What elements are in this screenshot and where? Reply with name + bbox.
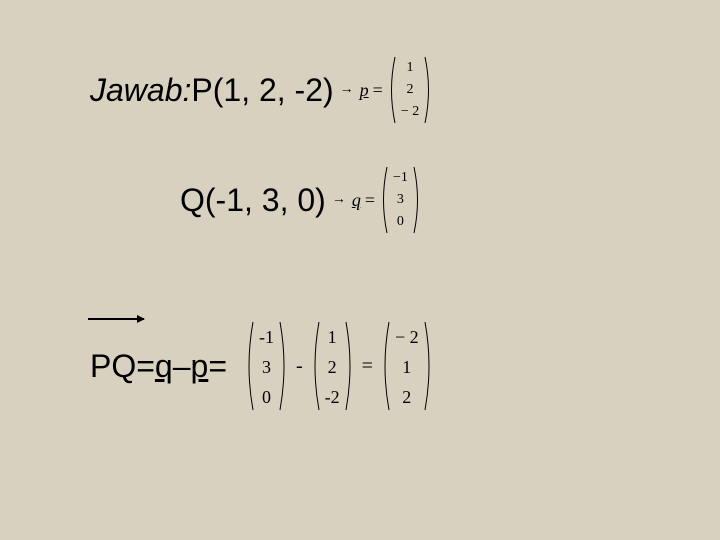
line-1: Jawab: P(1, 2, -2) → p = 1 2 − 2 — [90, 55, 433, 125]
vec-q-1: 3 — [397, 190, 404, 210]
vec-p-1: 2 — [407, 80, 414, 100]
op-eq: = — [362, 355, 373, 378]
pq-p-0: 1 — [328, 322, 337, 352]
eq-1: = — [373, 80, 383, 101]
pq-p-1: 2 — [328, 352, 337, 382]
minus-text: – — [173, 348, 191, 385]
pq-vec-p: 1 2 -2 — [311, 320, 354, 412]
var-p: p — [360, 80, 369, 101]
p-underline: p — [191, 348, 209, 385]
vec-q-0: −1 — [393, 168, 408, 188]
arrow-1: → — [340, 82, 354, 98]
vec-p-2: − 2 — [401, 102, 419, 122]
pq-r-0: − 2 — [395, 322, 419, 352]
line-2: Q(-1, 3, 0) → q = −1 3 0 — [180, 165, 422, 235]
vec-p-0: 1 — [407, 58, 414, 78]
vector-q: −1 3 0 — [379, 165, 422, 235]
pq-q-1: 3 — [262, 352, 271, 382]
point-p: P(1, 2, -2) — [191, 72, 333, 109]
pq-vec-r: − 2 1 2 — [381, 320, 433, 412]
jawab-label: Jawab: — [90, 72, 191, 109]
pq-p-2: -2 — [325, 382, 340, 412]
pq-r-1: 1 — [402, 352, 411, 382]
eq3a: = — [136, 348, 155, 385]
pq-q-2: 0 — [262, 382, 271, 412]
eq3b: = — [208, 348, 227, 385]
op-minus: - — [296, 355, 303, 378]
vector-p: 1 2 − 2 — [387, 55, 433, 125]
pq-label: PQ — [90, 348, 136, 385]
arrow-2: → — [332, 192, 346, 208]
var-q: q — [352, 190, 361, 211]
eq-2: = — [365, 190, 375, 211]
pq-q-0: -1 — [259, 322, 274, 352]
line-3: PQ = q – p = -1 3 0 - 1 2 -2 = — [90, 320, 433, 412]
vec-q-2: 0 — [397, 212, 404, 232]
point-q: Q(-1, 3, 0) — [180, 182, 326, 219]
pq-vec-q: -1 3 0 — [245, 320, 288, 412]
pq-r-2: 2 — [402, 382, 411, 412]
q-underline: q — [155, 348, 173, 385]
slide: Jawab: P(1, 2, -2) → p = 1 2 − 2 Q(-1, 3… — [0, 0, 720, 540]
